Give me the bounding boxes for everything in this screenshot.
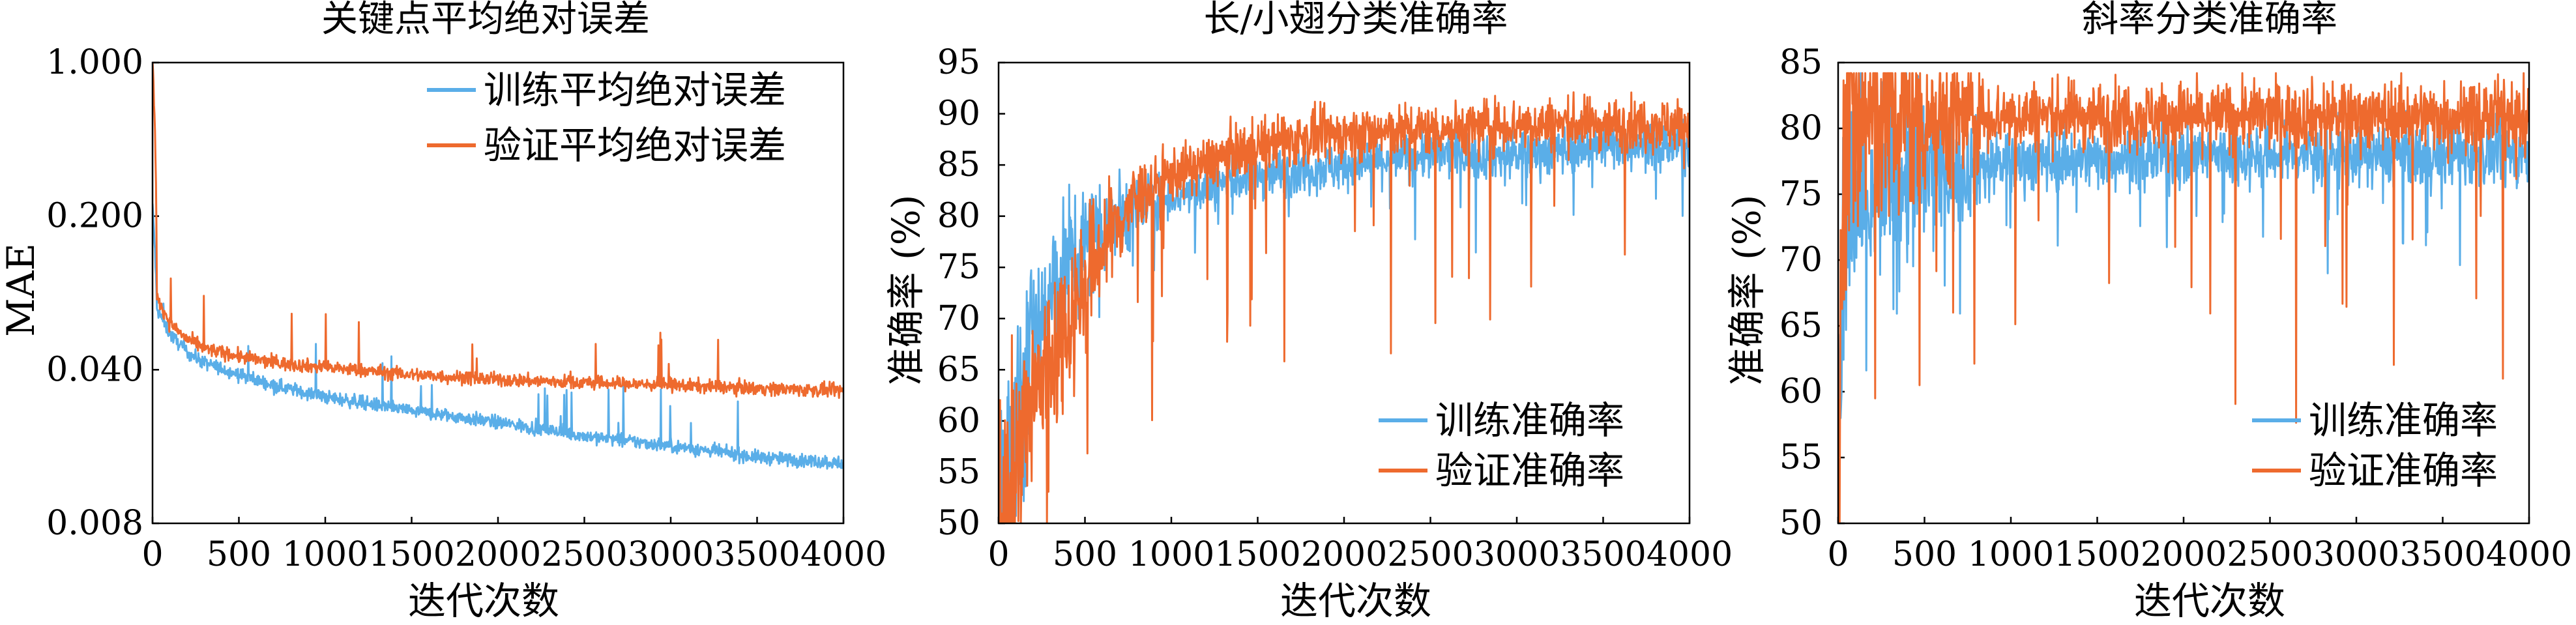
- y-tick-label: 95: [937, 43, 980, 82]
- plot-frame: [151, 61, 845, 525]
- slope-accuracy-chart: 斜率分类准确率 迭代次数 准确率 (%) 0 500 1000 1500 200…: [1725, 0, 2572, 623]
- y-axis-label: 准确率 (%): [884, 195, 928, 386]
- y-tick-label: 50: [937, 504, 980, 543]
- y-tick-label: 85: [937, 145, 980, 184]
- legend-label-val: 验证平均绝对误差: [484, 123, 786, 167]
- y-tick-label: 80: [1779, 109, 1822, 148]
- x-tick-label: 1000: [1968, 535, 2054, 574]
- x-axis-label: 迭代次数: [2134, 579, 2285, 623]
- x-tick-label: 1500: [2054, 535, 2140, 574]
- x-tick-labels: 0 500 1000 1500 2000 2500 3000 3500 4000: [1827, 535, 2572, 574]
- legend: 训练平均绝对误差 验证平均绝对误差: [427, 68, 786, 167]
- x-tick-label: 0: [141, 535, 163, 574]
- x-tick-label: 2000: [1301, 535, 1387, 574]
- x-tick-label: 4000: [1647, 535, 1733, 574]
- x-axis-label: 迭代次数: [1280, 579, 1431, 623]
- y-tick-label: 55: [1779, 438, 1822, 477]
- y-tick-label: 0.040: [46, 350, 143, 389]
- y-tick-label: 60: [1779, 372, 1822, 411]
- x-tick-label: 1000: [1128, 535, 1214, 574]
- chart-title: 关键点平均绝对误差: [321, 0, 650, 40]
- x-tick-label: 2000: [2141, 535, 2227, 574]
- x-tick-label: 3500: [714, 535, 800, 574]
- x-tick-label: 3000: [628, 535, 714, 574]
- x-tick-label: 3500: [2399, 535, 2485, 574]
- x-tick-label: 2500: [1387, 535, 1473, 574]
- wing-accuracy-chart: 长/小翅分类准确率 迭代次数 准确率 (%) 0 500 1000 1500 2…: [884, 0, 1733, 623]
- legend: 训练准确率 验证准确率: [2252, 398, 2498, 493]
- y-tick-labels: 50 55 60 65 70 75 80 85 90 95: [937, 43, 980, 543]
- x-tick-label: 4000: [800, 535, 886, 574]
- y-tick-label: 70: [937, 299, 980, 338]
- y-tick-label: 70: [1779, 240, 1822, 280]
- x-tick-label: 2000: [455, 535, 541, 574]
- y-tick-label: 75: [1779, 175, 1822, 214]
- y-tick-label: 60: [937, 401, 980, 441]
- x-axis-label: 迭代次数: [408, 579, 559, 623]
- x-tick-label: 3500: [1560, 535, 1646, 574]
- x-tick-label: 500: [1053, 535, 1117, 574]
- y-tick-label: 0.200: [46, 197, 143, 236]
- x-tick-label: 500: [207, 535, 271, 574]
- series-line-val: [1838, 72, 2529, 523]
- y-axis-label: MAE: [0, 243, 43, 337]
- plot-area: [1838, 72, 2529, 523]
- series-line-val: [999, 91, 1690, 523]
- x-tick-label: 1500: [1214, 535, 1300, 574]
- x-tick-labels: 0 500 1000 1500 2000 2500 3000 3500 4000: [988, 535, 1733, 574]
- y-tick-label: 1.000: [46, 43, 143, 82]
- x-tick-label: 2500: [541, 535, 627, 574]
- y-tick-label: 55: [937, 452, 980, 491]
- x-tick-label: 1000: [282, 535, 368, 574]
- legend: 训练准确率 验证准确率: [1379, 398, 1624, 493]
- mae-chart: 关键点平均绝对误差 迭代次数 MAE 0 500 1000 1500 2000 …: [0, 0, 886, 623]
- x-tick-label: 0: [1827, 535, 1849, 574]
- x-tick-label: 1500: [368, 535, 454, 574]
- y-axis-label: 准确率 (%): [1725, 195, 1769, 386]
- y-tick-label: 85: [1779, 43, 1822, 82]
- x-tick-label: 3000: [2313, 535, 2399, 574]
- y-tick-labels: 50 55 60 65 70 75 80 85: [1779, 43, 1822, 543]
- y-tick-label: 75: [937, 248, 980, 287]
- plot-frame: [1837, 61, 2530, 525]
- chart-title: 斜率分类准确率: [2082, 0, 2337, 40]
- legend-label-train: 训练平均绝对误差: [484, 68, 786, 112]
- legend-label-val: 验证准确率: [2309, 448, 2498, 493]
- plot-frame: [997, 61, 1691, 525]
- x-tick-label: 3000: [1474, 535, 1560, 574]
- chart-title: 长/小翅分类准确率: [1204, 0, 1508, 40]
- legend-label-train: 训练准确率: [1435, 398, 1624, 443]
- series-line-train: [153, 203, 843, 470]
- y-tick-labels: 1.000 0.200 0.040 0.008: [46, 43, 143, 543]
- x-tick-label: 2500: [2227, 535, 2313, 574]
- y-tick-label: 80: [937, 197, 980, 236]
- y-tick-label: 65: [1779, 306, 1822, 345]
- legend-label-train: 训练准确率: [2309, 398, 2498, 443]
- series-line-val: [153, 63, 843, 400]
- x-tick-label: 0: [988, 535, 1009, 574]
- y-tick-label: 90: [937, 94, 980, 134]
- y-tick-label: 0.008: [46, 504, 143, 543]
- x-tick-label: 500: [1892, 535, 1957, 574]
- y-tick-label: 65: [937, 350, 980, 389]
- legend-label-val: 验证准确率: [1435, 448, 1624, 493]
- plot-area: [999, 91, 1690, 523]
- x-tick-labels: 0 500 1000 1500 2000 2500 3000 3500 4000: [141, 535, 886, 574]
- y-tick-label: 50: [1779, 504, 1822, 543]
- plot-area: [153, 63, 843, 470]
- x-tick-label: 4000: [2486, 535, 2572, 574]
